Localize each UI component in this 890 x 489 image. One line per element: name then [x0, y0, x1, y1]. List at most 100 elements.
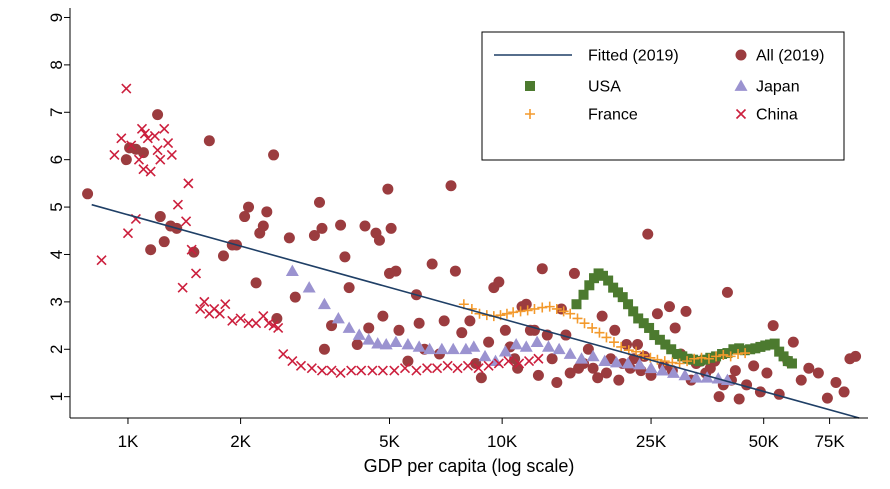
- all-2019-point: [250, 277, 262, 289]
- france-point: [674, 358, 685, 369]
- all-2019-point: [120, 154, 132, 166]
- france-point: [572, 313, 583, 324]
- legend-label: All (2019): [756, 48, 824, 65]
- all-2019-point: [568, 267, 580, 279]
- usa-point: [597, 270, 608, 281]
- france-point: [558, 306, 569, 317]
- japan-point: [389, 335, 403, 348]
- all-2019-point: [721, 286, 733, 298]
- china-point: [483, 360, 494, 371]
- usa-point: [769, 338, 780, 349]
- france-point: [631, 346, 642, 357]
- all-2019-point: [812, 367, 824, 379]
- china-point: [163, 138, 174, 149]
- all-2019-point: [546, 353, 558, 365]
- all-2019-point: [318, 343, 330, 355]
- legend-item: Fitted (2019): [494, 48, 679, 65]
- all-2019-point: [377, 310, 389, 322]
- japan-point: [519, 340, 533, 352]
- all-2019-point: [203, 135, 215, 147]
- x-tick-label: 2K: [230, 432, 251, 451]
- legend-label: China: [756, 107, 798, 124]
- all-2019-point: [343, 282, 355, 294]
- china-point: [116, 133, 127, 144]
- x-tick-label: 10K: [487, 432, 518, 451]
- legend-item: All (2019): [735, 48, 824, 65]
- france-point: [711, 351, 722, 362]
- usa-point: [578, 289, 589, 300]
- france-point: [608, 337, 619, 348]
- y-tick-label: 3: [47, 297, 66, 306]
- legend-label: France: [588, 107, 638, 124]
- all-2019-point: [359, 220, 371, 232]
- china-point: [190, 268, 202, 279]
- japan-point: [331, 311, 345, 324]
- all-2019-point: [438, 315, 450, 327]
- japan-point: [644, 361, 658, 374]
- china-point: [138, 164, 149, 175]
- japan-point: [633, 357, 647, 370]
- france-point: [579, 318, 590, 329]
- china-point: [142, 133, 153, 144]
- all-2019-point: [316, 222, 328, 234]
- usa-point: [717, 349, 728, 360]
- y-tick-label: 7: [47, 108, 66, 117]
- japan-point: [342, 321, 356, 333]
- all-2019-point: [261, 206, 273, 218]
- china-point: [411, 365, 422, 376]
- all-2019-point: [582, 343, 594, 355]
- france-point: [703, 353, 714, 364]
- china-point: [346, 365, 357, 376]
- france-point: [740, 348, 751, 359]
- all-2019-point: [464, 315, 476, 327]
- japan-point: [362, 333, 376, 345]
- china-point: [389, 365, 400, 376]
- legend-label: USA: [588, 79, 621, 96]
- france-point: [725, 351, 736, 362]
- china-point: [227, 315, 238, 326]
- usa-point: [649, 330, 660, 341]
- usa-point: [786, 358, 797, 369]
- japan-point: [609, 356, 623, 368]
- legend-triangle-swatch: [734, 79, 748, 91]
- china-point: [199, 296, 210, 307]
- legend-label: Fitted (2019): [588, 48, 679, 65]
- usa-point: [603, 275, 614, 286]
- all-2019-point: [592, 372, 604, 384]
- china-point: [181, 216, 192, 227]
- y-tick-label: 5: [47, 202, 66, 211]
- china-point: [367, 365, 378, 376]
- france-point: [537, 302, 548, 313]
- all-2019-point: [669, 322, 681, 334]
- china-point: [159, 123, 170, 134]
- usa-point: [654, 334, 665, 345]
- france-point: [616, 341, 627, 352]
- all-2019-point: [271, 312, 283, 324]
- france-point: [682, 356, 693, 367]
- usa-point: [638, 318, 649, 329]
- japan-point: [446, 342, 460, 355]
- all-2019-point: [158, 236, 170, 248]
- usa-point: [623, 299, 634, 310]
- all-2019-point: [445, 180, 457, 192]
- all-2019-point: [850, 350, 862, 362]
- china-point: [136, 123, 148, 134]
- all-2019-point: [239, 211, 251, 223]
- france-point: [544, 301, 555, 312]
- all-2019-point: [493, 276, 505, 288]
- china-point: [377, 365, 388, 376]
- france-point: [501, 308, 512, 319]
- usa-point: [688, 354, 699, 365]
- china-point: [399, 363, 411, 374]
- x-axis-title: GDP per capita (log scale): [364, 456, 575, 476]
- fitted-line: [91, 203, 860, 419]
- all-2019-point: [475, 372, 487, 384]
- x-tick-label: 5K: [379, 432, 400, 451]
- usa-point: [584, 280, 595, 291]
- japan-point: [586, 349, 600, 362]
- china-point: [152, 145, 163, 156]
- all-2019-point: [680, 305, 692, 317]
- y-tick-label: 6: [47, 155, 66, 164]
- all-2019-point: [152, 109, 164, 121]
- usa-point: [671, 349, 682, 360]
